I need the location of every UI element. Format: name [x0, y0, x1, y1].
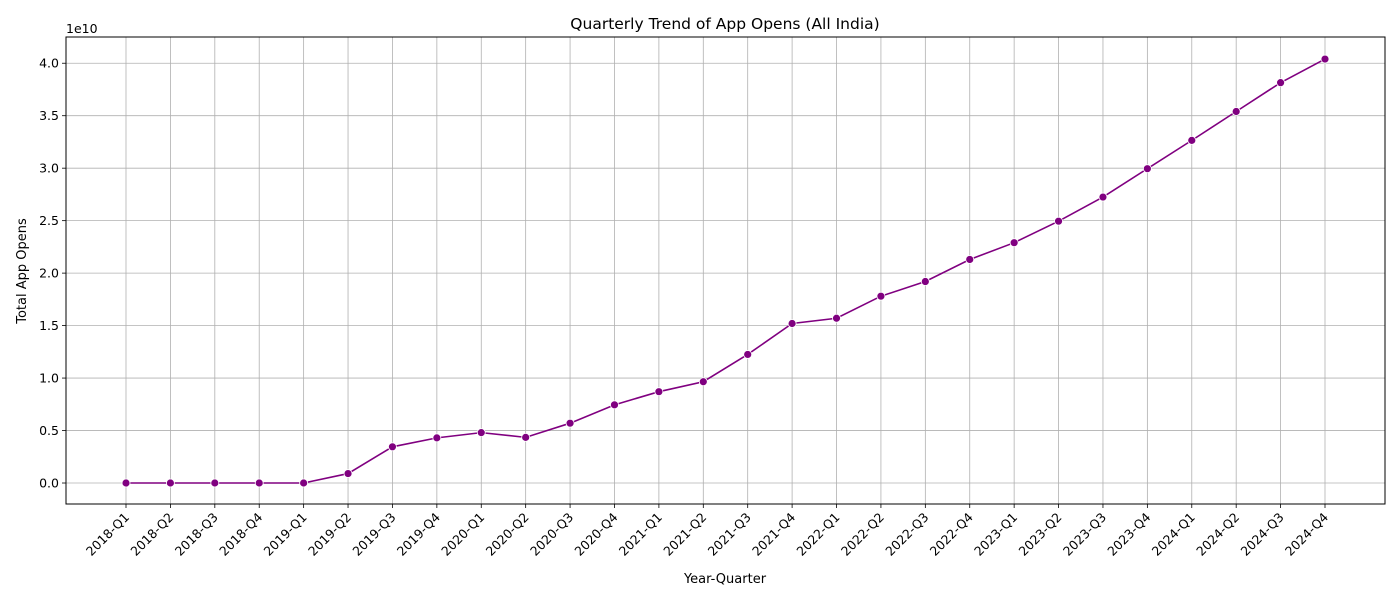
y-tick-label: 0.0 [39, 476, 59, 491]
data-point [476, 428, 486, 438]
x-tick-label: 2022-Q1 [793, 510, 842, 559]
y-tick-label: 3.5 [39, 108, 59, 123]
data-point [920, 277, 930, 286]
x-tick-label: 2021-Q2 [660, 510, 709, 559]
plot-frame [65, 36, 1386, 505]
data-point [388, 442, 397, 452]
x-tick-label: 2022-Q3 [882, 510, 931, 559]
series-line [126, 58, 1326, 484]
x-tick-label: 2023-Q4 [1104, 509, 1153, 558]
data-point [610, 400, 619, 410]
x-tick-label: 2024-Q2 [1193, 510, 1242, 559]
data-point [254, 478, 264, 488]
axes: 2018-Q12018-Q22018-Q32018-Q42019-Q12019-… [39, 36, 1386, 559]
x-tick-label: 2022-Q4 [927, 509, 976, 558]
y-tick-label: 1.5 [39, 318, 59, 333]
x-tick-label: 2019-Q1 [261, 510, 310, 559]
y-axis-label: Total App Opens [15, 218, 30, 325]
x-tick-label: 2020-Q4 [571, 509, 620, 558]
data-point [1098, 192, 1108, 202]
x-tick-label: 2019-Q4 [394, 509, 443, 558]
data-point [121, 478, 131, 488]
data-point [343, 469, 353, 478]
x-tick-label: 2020-Q1 [438, 510, 487, 559]
x-tick-label: 2018-Q2 [127, 510, 176, 559]
x-axis-label: Year-Quarter [683, 572, 767, 587]
y-tick-label: 4.0 [39, 56, 59, 71]
x-tick-label: 2020-Q2 [483, 510, 532, 559]
y-tick-label: 2.0 [39, 266, 59, 281]
data-point [432, 433, 442, 443]
data-point [299, 478, 309, 488]
data-point [1231, 107, 1241, 116]
data-point [521, 432, 531, 442]
x-tick-label: 2023-Q1 [971, 510, 1020, 559]
x-tick-label: 2023-Q2 [1015, 510, 1064, 559]
y-axis-offset-text: 1e10 [66, 21, 98, 36]
data-point [1142, 164, 1152, 174]
data-point [965, 255, 975, 264]
x-tick-label: 2024-Q4 [1282, 509, 1331, 558]
x-tick-label: 2018-Q1 [83, 510, 132, 559]
chart-title: Quarterly Trend of App Opens (All India) [570, 15, 879, 33]
data-point [1187, 135, 1197, 145]
data-point [1276, 78, 1285, 88]
x-tick-label: 2023-Q3 [1060, 510, 1109, 559]
labels: Quarterly Trend of App Opens (All India)… [15, 15, 880, 587]
data-point [698, 377, 708, 387]
x-tick-label: 2019-Q3 [349, 510, 398, 559]
y-tick-label: 1.0 [39, 371, 59, 386]
data-point [1054, 216, 1063, 226]
data-point [743, 350, 753, 359]
x-tick-label: 2024-Q3 [1238, 510, 1287, 559]
data-point [787, 319, 797, 328]
x-tick-label: 2020-Q3 [527, 510, 576, 559]
x-tick-label: 2019-Q2 [305, 510, 354, 559]
data-point [832, 313, 841, 323]
data-point [1009, 238, 1019, 248]
data-points [121, 54, 1330, 488]
y-tick-label: 0.5 [39, 423, 59, 438]
x-tick-label: 2018-Q4 [216, 509, 265, 558]
x-tick-label: 2021-Q1 [616, 510, 665, 559]
data-point [654, 387, 664, 397]
x-tick-label: 2024-Q1 [1149, 510, 1198, 559]
x-tick-label: 2022-Q2 [838, 510, 887, 559]
grid [66, 37, 1385, 504]
y-tick-label: 2.5 [39, 213, 59, 228]
x-tick-label: 2021-Q3 [705, 510, 754, 559]
series-line-layer [126, 58, 1326, 484]
data-point [565, 418, 575, 428]
x-tick-label: 2018-Q3 [172, 510, 221, 559]
data-point [1320, 54, 1330, 64]
data-point [876, 291, 886, 301]
x-tick-label: 2021-Q4 [749, 509, 798, 558]
data-point [166, 478, 175, 488]
data-point [210, 478, 220, 488]
y-tick-label: 3.0 [39, 161, 59, 176]
